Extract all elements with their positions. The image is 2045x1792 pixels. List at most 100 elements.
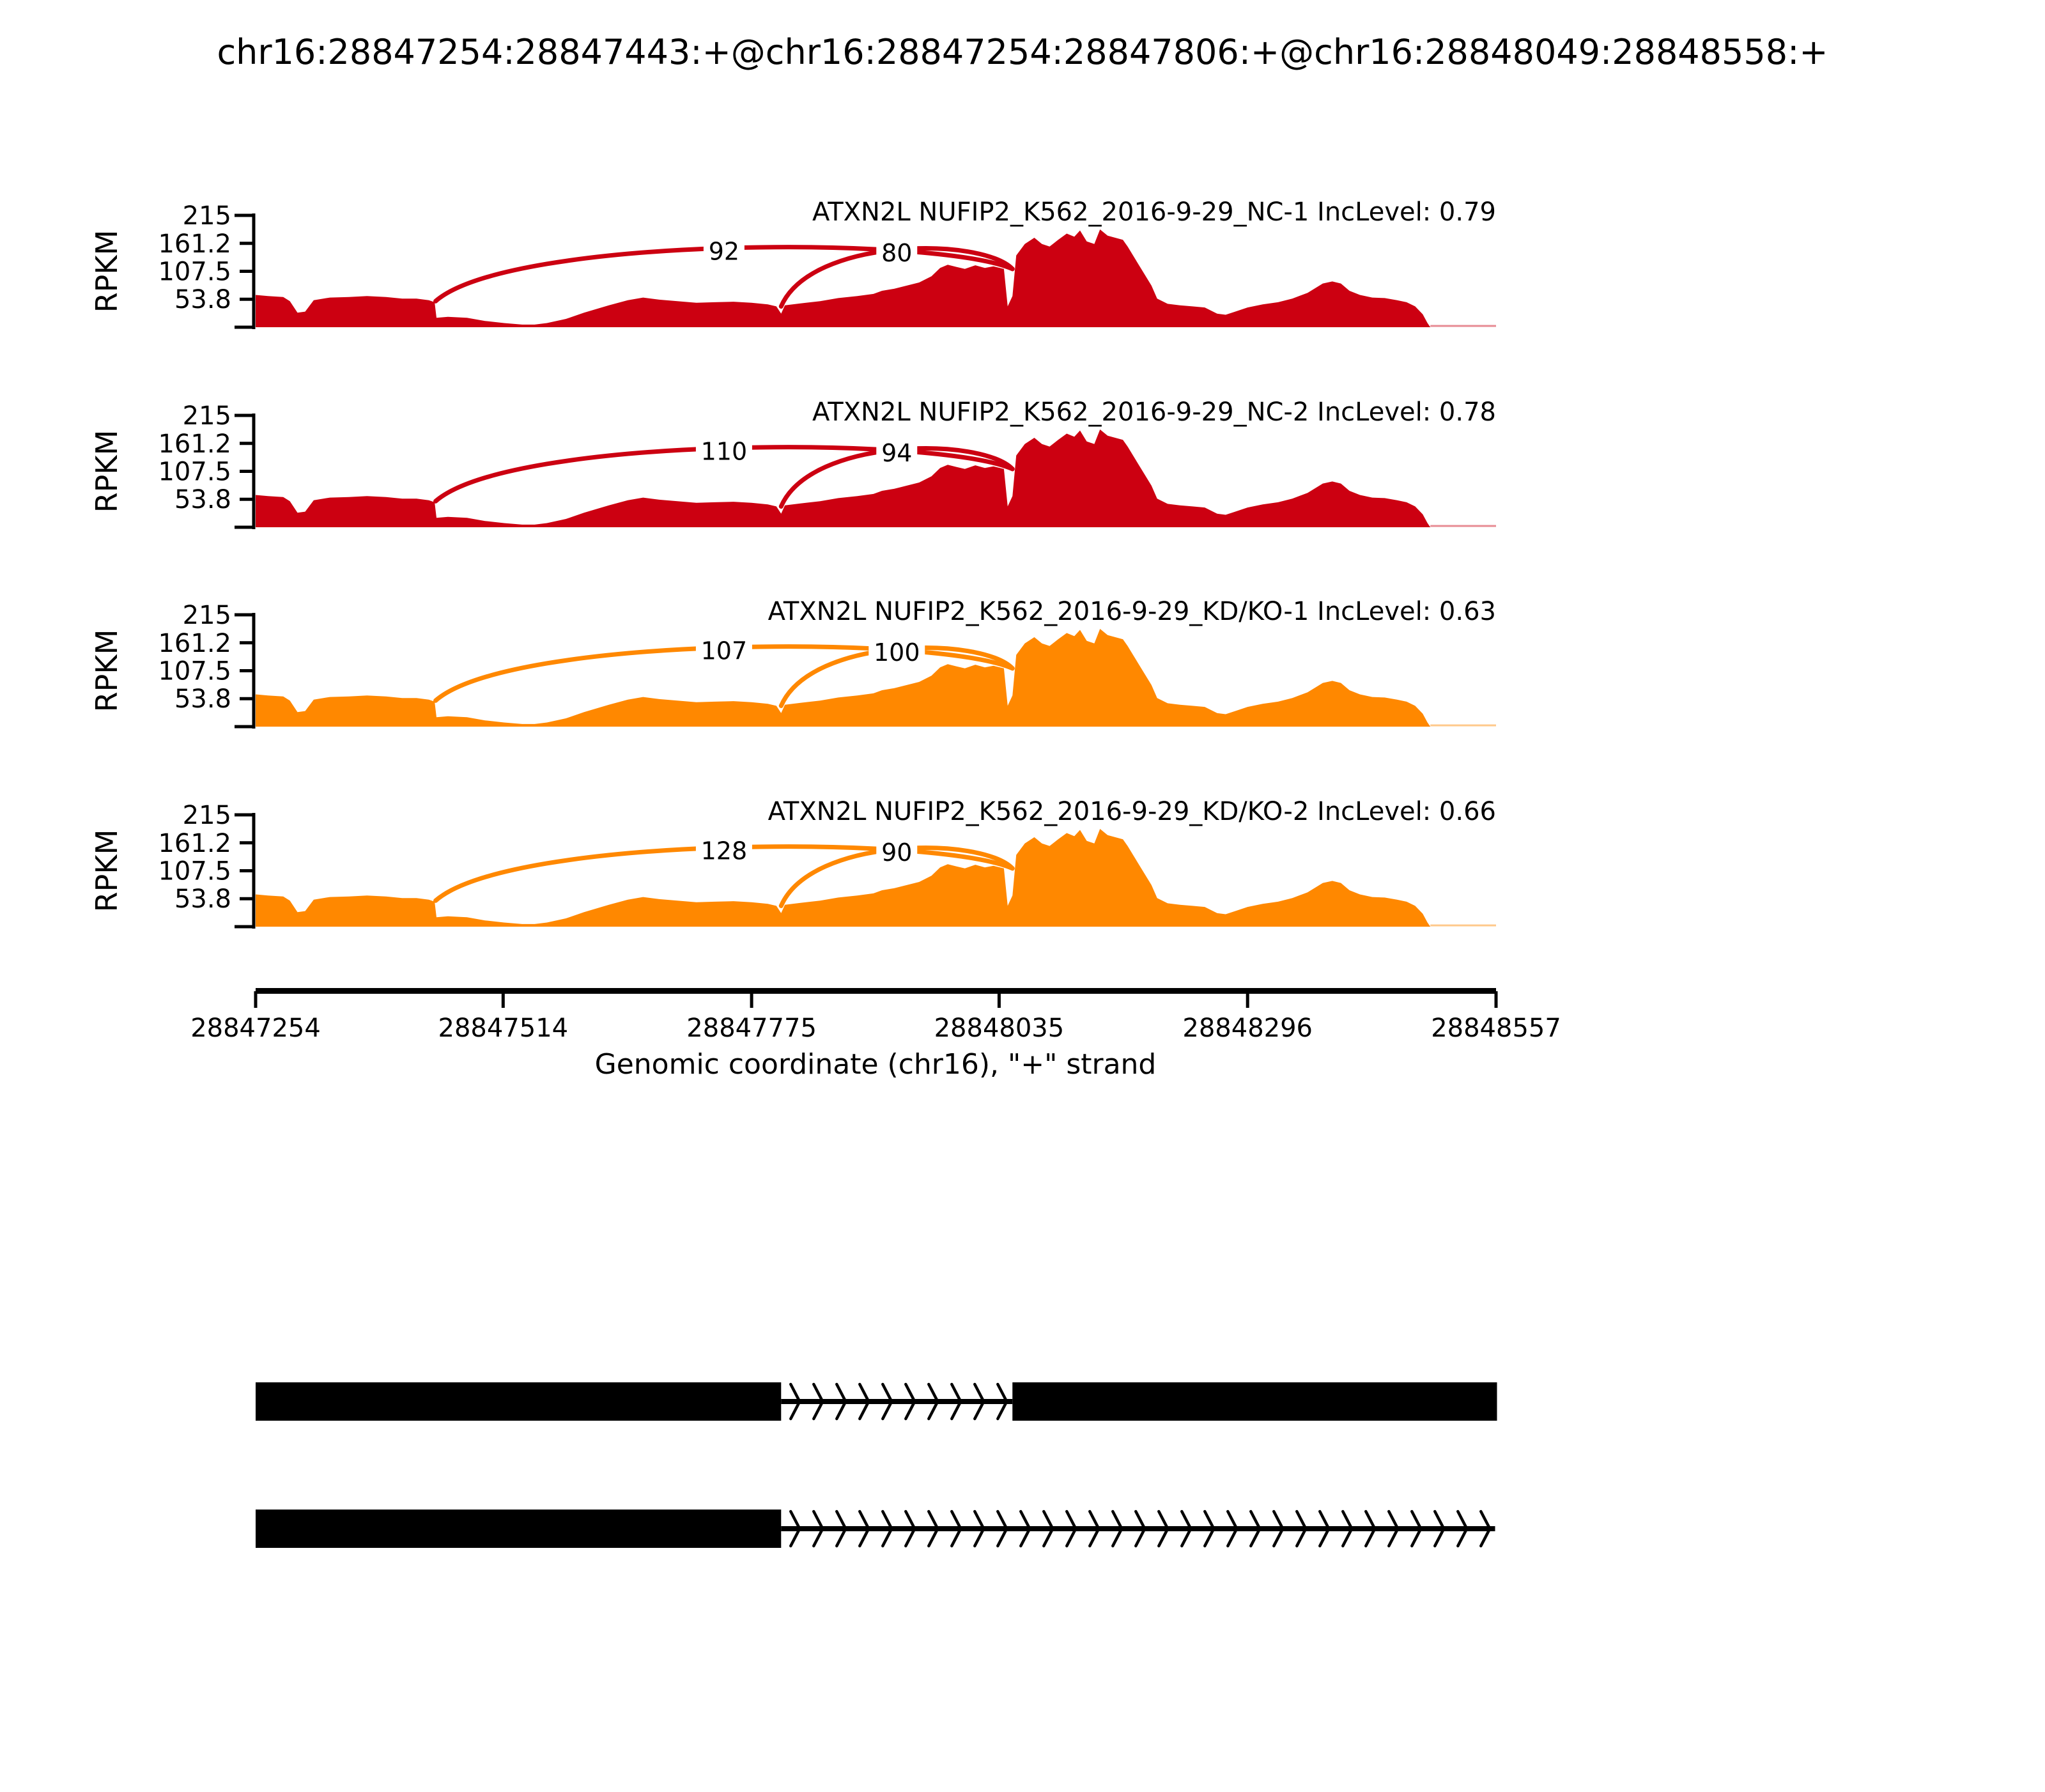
coverage-area (256, 229, 1431, 327)
intron-direction-chevron-icon (950, 1382, 962, 1421)
genomic-axis: 28847254 28847514 28847775 28848035 28848296… (190, 988, 1561, 1043)
y-tick-label: 215 (183, 601, 231, 630)
y-tick-label: 215 (183, 401, 231, 431)
intron-direction-chevron-icon (1364, 1510, 1377, 1548)
x-tick-label: 28848296 (1182, 1014, 1313, 1043)
junction-count-label: 94 (881, 439, 912, 467)
intron-direction-chevron-icon (1295, 1510, 1308, 1548)
intron-direction-chevron-icon (1226, 1510, 1239, 1548)
intron-direction-chevron-icon (973, 1382, 985, 1421)
junction-count-label: 110 (701, 437, 748, 465)
intron-direction-chevron-icon (1456, 1510, 1469, 1548)
intron-direction-chevron-icon (835, 1510, 847, 1548)
junction-count-label: 92 (709, 237, 739, 265)
junction-label-mask (868, 636, 925, 667)
junction-label-mask (695, 435, 752, 467)
intron-direction-chevron-icon (927, 1382, 939, 1421)
track-title: ATXN2L NUFIP2_K562_2016-9-29_KD/KO-2 Inc… (768, 797, 1496, 826)
x-tick-label: 28848035 (934, 1014, 1065, 1043)
y-tick-label: 107.5 (158, 857, 231, 886)
junction-count-label: 90 (881, 838, 912, 867)
intron-direction-chevron-icon (812, 1382, 824, 1421)
intron-direction-chevron-icon (1203, 1510, 1215, 1548)
junction-label-mask (876, 236, 918, 268)
intron-direction-chevron-icon (996, 1382, 1008, 1421)
intron-direction-chevron-icon (858, 1510, 870, 1548)
intron-direction-chevron-icon (1249, 1510, 1262, 1548)
intron-direction-chevron-icon (1272, 1510, 1285, 1548)
transcript-exon (256, 1382, 782, 1421)
track-title: ATXN2L NUFIP2_K562_2016-9-29_KD/KO-1 Inc… (768, 597, 1496, 626)
x-tick-label: 28847514 (438, 1014, 569, 1043)
intron-direction-chevron-icon (1433, 1510, 1446, 1548)
junction-label-mask (876, 836, 918, 867)
intron-direction-chevron-icon (789, 1510, 801, 1548)
intron-direction-chevron-icon (1341, 1510, 1354, 1548)
y-tick-label: 215 (183, 801, 231, 830)
intron-direction-chevron-icon (1088, 1510, 1100, 1548)
y-tick-label: 107.5 (158, 657, 231, 686)
y-tick-label: 161.2 (158, 829, 231, 858)
rpkm-axis-label: RPKM (89, 230, 124, 313)
intron-direction-chevron-icon (904, 1382, 916, 1421)
x-axis-bar (256, 988, 1496, 994)
y-tick-label: 161.2 (158, 629, 231, 658)
figure-title: chr16:28847254:28847443:+@chr16:28847254… (217, 32, 1828, 72)
intron-direction-chevron-icon (858, 1382, 870, 1421)
y-tick-label: 53.8 (174, 485, 231, 514)
x-axis-title: Genomic coordinate (chr16), "+" strand (595, 1048, 1157, 1081)
intron-direction-chevron-icon (881, 1382, 893, 1421)
junction-count-label: 80 (881, 239, 912, 267)
track-title: ATXN2L NUFIP2_K562_2016-9-29_NC-2 IncLev… (812, 398, 1496, 427)
y-tick-label: 215 (183, 201, 231, 231)
rpkm-axis-label: RPKM (89, 630, 124, 713)
intron-direction-chevron-icon (1111, 1510, 1123, 1548)
transcript-exon (256, 1510, 782, 1548)
y-tick-label: 53.8 (174, 884, 231, 914)
coverage-area (256, 629, 1431, 727)
transcript-structure (256, 1382, 1497, 1548)
x-tick-label: 28848557 (1431, 1014, 1561, 1043)
intron-direction-chevron-icon (1042, 1510, 1054, 1548)
junction-label-mask (703, 235, 745, 266)
track-title: ATXN2L NUFIP2_K562_2016-9-29_NC-1 IncLev… (812, 197, 1496, 227)
intron-direction-chevron-icon (927, 1510, 939, 1548)
intron-direction-chevron-icon (1479, 1510, 1492, 1548)
x-tick-label: 28847775 (686, 1014, 817, 1043)
junction-count-label: 128 (701, 837, 748, 865)
intron-direction-chevron-icon (1157, 1510, 1169, 1548)
intron-direction-chevron-icon (996, 1510, 1008, 1548)
y-tick-label: 53.8 (174, 684, 231, 714)
coverage-area (256, 829, 1431, 927)
intron-direction-chevron-icon (1065, 1510, 1077, 1548)
intron-direction-chevron-icon (1410, 1510, 1423, 1548)
junction-label-mask (695, 635, 752, 666)
transcript-exon (1012, 1382, 1497, 1421)
y-tick-label: 161.2 (158, 429, 231, 459)
intron-direction-chevron-icon (835, 1382, 847, 1421)
y-tick-label: 107.5 (158, 258, 231, 287)
intron-direction-chevron-icon (812, 1510, 824, 1548)
intron-direction-chevron-icon (950, 1510, 962, 1548)
transcript-row-1 (256, 1382, 1497, 1421)
x-tick-label: 28847254 (190, 1014, 321, 1043)
intron-direction-chevron-icon (789, 1382, 801, 1421)
y-tick-label: 107.5 (158, 458, 231, 487)
transcript-row-2 (256, 1510, 1495, 1548)
intron-direction-chevron-icon (973, 1510, 985, 1548)
junction-label-mask (876, 436, 918, 468)
intron-direction-chevron-icon (904, 1510, 916, 1548)
intron-direction-chevron-icon (1387, 1510, 1400, 1548)
y-tick-label: 161.2 (158, 229, 231, 259)
rpkm-axis-label: RPKM (89, 830, 124, 913)
junction-count-label: 100 (874, 638, 920, 667)
rpkm-axis-label: RPKM (89, 430, 124, 513)
intron-direction-chevron-icon (1318, 1510, 1331, 1548)
